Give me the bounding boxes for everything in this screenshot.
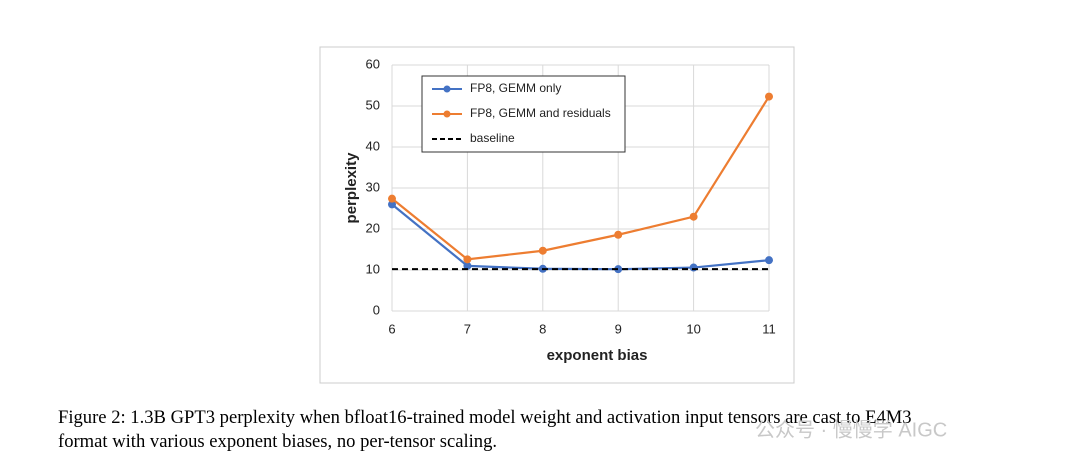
point [765,256,773,265]
x-axis-label: exponent bias [547,347,648,364]
legend-marker [443,85,451,93]
caption-line: format with various exponent biases, no … [58,431,497,452]
legend-label: FP8, GEMM only [470,81,561,95]
series-line [391,203,770,271]
point [689,212,698,221]
point [689,263,698,272]
legend-label: baseline [470,131,515,145]
point [765,92,773,101]
x-tick-label: 6 [388,321,395,336]
point [463,261,472,270]
point [463,255,472,264]
point [614,230,623,239]
point [388,200,396,209]
y-axis-label: perplexity [343,152,360,224]
y-tick-label: 40 [366,138,380,153]
y-tick-label: 0 [373,302,380,317]
caption-line: Figure 2: 1.3B GPT3 perplexity when bflo… [58,407,912,428]
series-line [391,95,770,261]
y-tick-label: 60 [366,56,380,71]
point [388,194,396,203]
y-tick-label: 50 [366,97,380,112]
point [538,246,547,255]
x-tick-label: 11 [762,321,776,336]
point [614,265,623,274]
legend-label: FP8, GEMM and residuals [470,106,611,120]
y-tick-label: 10 [366,261,380,276]
x-tick-label: 9 [615,321,622,336]
x-tick-label: 7 [464,321,471,336]
y-tick-label: 30 [366,179,380,194]
watermark: 公众号 · 慢慢学 AIGC [755,418,947,441]
y-tick-label: 20 [366,220,380,235]
x-tick-label: 10 [686,321,700,336]
x-tick-label: 8 [539,321,546,336]
legend-marker [443,110,451,118]
